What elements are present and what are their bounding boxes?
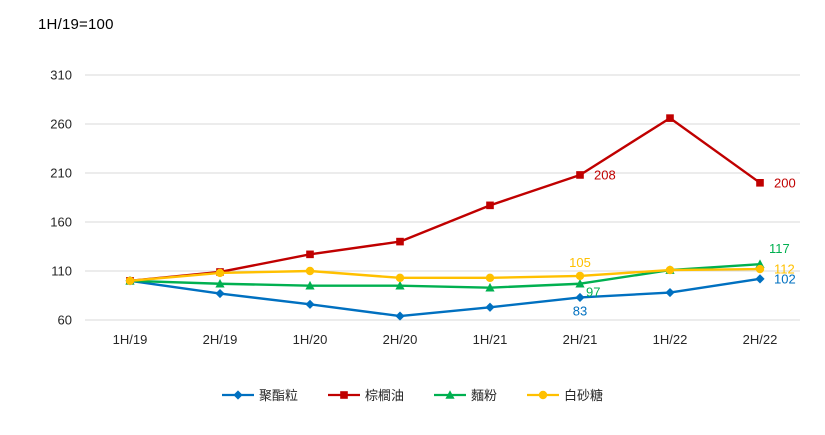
diamond-marker xyxy=(485,302,495,312)
square-marker xyxy=(486,201,494,210)
legend-item-square: 棕櫚油 xyxy=(327,385,404,404)
square-marker xyxy=(396,237,404,246)
circle-marker xyxy=(755,264,765,274)
triangle-marker xyxy=(215,278,225,288)
circle-marker xyxy=(395,273,405,283)
x-tick-label: 1H/21 xyxy=(473,332,508,347)
axis-index-note: 1H/19=100 xyxy=(38,16,114,33)
series-line xyxy=(128,262,762,289)
data-label: 208 xyxy=(594,167,616,182)
legend-marker-triangle xyxy=(434,389,466,399)
y-tick-label: 310 xyxy=(50,68,72,83)
y-tick-label: 260 xyxy=(50,117,72,132)
series-line xyxy=(128,267,762,283)
triangle-marker xyxy=(575,278,585,288)
data-label: 112 xyxy=(774,262,795,277)
x-tick-label: 1H/20 xyxy=(293,332,328,347)
data-label: 117 xyxy=(769,241,790,256)
legend-label: 棕櫚油 xyxy=(364,388,404,403)
triangle-marker xyxy=(305,280,315,290)
diamond-marker xyxy=(305,299,315,309)
legend-item-circle: 白砂糖 xyxy=(527,385,603,404)
y-tick-label: 60 xyxy=(58,313,72,328)
circle-marker xyxy=(665,265,675,275)
circle-marker xyxy=(485,273,495,283)
diamond-marker xyxy=(665,287,675,298)
diamond-marker xyxy=(395,311,405,321)
legend-label: 白砂糖 xyxy=(564,388,604,403)
series-line xyxy=(128,116,762,283)
x-tick-label: 2H/21 xyxy=(563,332,598,347)
x-tick-label: 1H/22 xyxy=(653,332,688,347)
circle-marker xyxy=(215,268,225,278)
x-tick-label: 1H/19 xyxy=(113,332,148,347)
chart-canvas: 60 110 160 210 260 310 1H/19 2H/19 1H/20 2H/20 1H/… xyxy=(50,68,800,347)
square-marker xyxy=(340,390,348,399)
series-line xyxy=(128,277,762,318)
diamond-marker xyxy=(233,389,243,400)
square-marker xyxy=(756,179,764,187)
diamond-marker xyxy=(755,274,765,284)
x-tick-label: 2H/22 xyxy=(743,332,778,347)
line-chart: 60 110 160 210 260 310 1H/19 2H/19 1H/20 2H/20 1H/… xyxy=(0,48,825,360)
legend-label: 聚酯粒 xyxy=(258,388,298,403)
legend-item-diamond: 聚酯粒 xyxy=(221,385,298,404)
data-label: 83 xyxy=(573,303,587,318)
triangle-marker xyxy=(485,282,495,292)
legend-marker-diamond xyxy=(221,389,254,400)
circle-marker xyxy=(575,271,585,281)
legend-label: 麵粉 xyxy=(471,388,498,403)
diamond-marker xyxy=(215,288,225,299)
y-tick-label: 110 xyxy=(51,264,72,279)
chart-legend: 聚酯粒 棕櫚油 麵粉 白砂糖 xyxy=(0,385,825,404)
legend-marker-square xyxy=(327,390,360,399)
x-tick-label: 2H/20 xyxy=(383,332,418,347)
square-marker xyxy=(666,114,674,122)
circle-marker xyxy=(125,276,135,285)
x-tick-label: 2H/19 xyxy=(203,332,238,347)
triangle-marker xyxy=(445,389,455,399)
y-tick-label: 210 xyxy=(50,166,72,181)
legend-marker-circle xyxy=(527,390,560,399)
data-label: 102 xyxy=(774,271,796,286)
data-label: 105 xyxy=(569,255,591,270)
data-label: 200 xyxy=(774,175,796,190)
circle-marker xyxy=(305,266,315,276)
triangle-marker xyxy=(395,280,405,290)
y-tick-label: 160 xyxy=(50,215,72,230)
diamond-marker xyxy=(575,292,585,303)
square-marker xyxy=(306,250,314,259)
legend-item-triangle: 麵粉 xyxy=(434,385,497,404)
data-label: 97 xyxy=(586,285,600,300)
circle-marker xyxy=(538,390,548,399)
square-marker xyxy=(576,171,584,179)
